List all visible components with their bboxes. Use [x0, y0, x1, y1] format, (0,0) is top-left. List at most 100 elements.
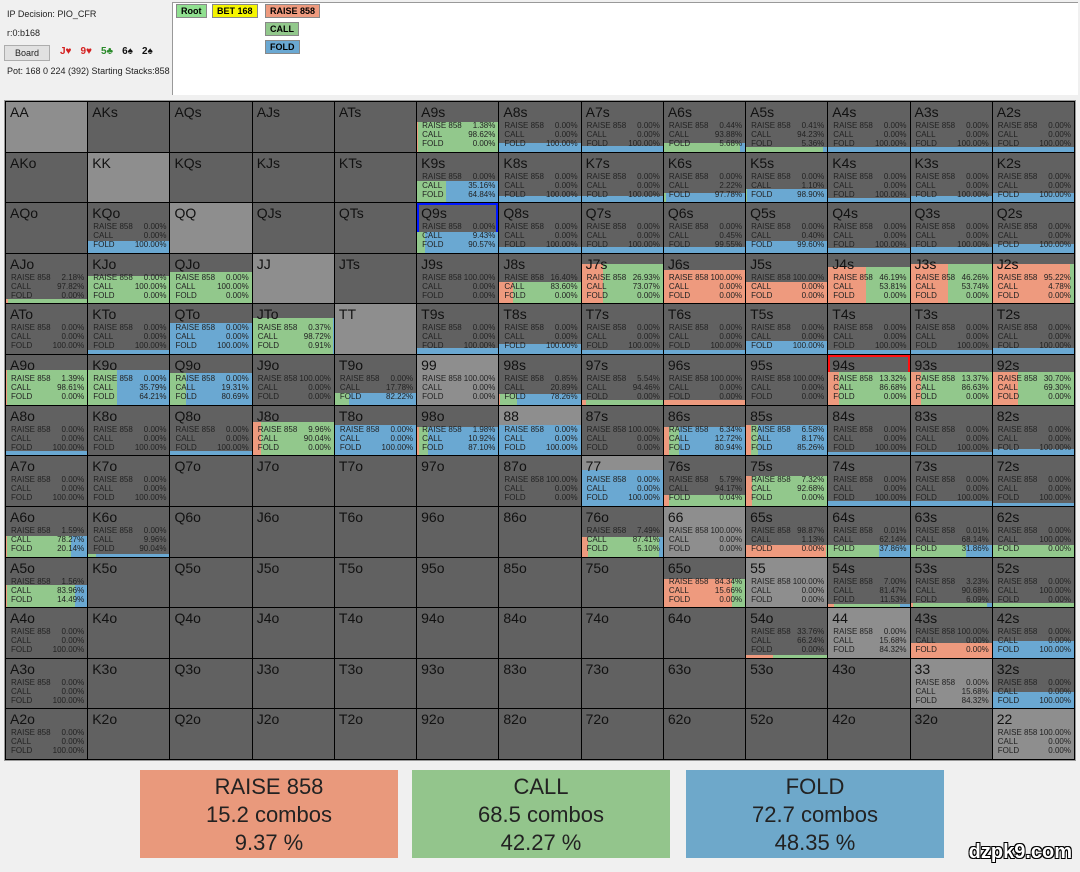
hand-cell[interactable]: T2s RAISE 858 0.00% CALL 0.00% FOLD 100.00% — [992, 304, 1074, 355]
hand-cell[interactable]: Q6o — [170, 506, 252, 557]
hand-cell[interactable]: 32s RAISE 858 0.00% CALL 0.00% FOLD 100.00% — [992, 658, 1074, 709]
hand-cell[interactable]: 99 RAISE 858 100.00% CALL 0.00% FOLD 0.00% — [417, 355, 499, 405]
hand-cell[interactable]: 84o — [499, 608, 581, 658]
hand-cell[interactable]: QQ — [170, 203, 252, 253]
hand-cell[interactable]: T3s RAISE 858 0.00% CALL 0.00% FOLD 100.00% — [910, 304, 992, 355]
hand-cell[interactable]: Q2o — [170, 709, 252, 759]
hand-cell[interactable]: T8o RAISE 858 0.00% CALL 0.00% FOLD 100.00% — [334, 405, 417, 456]
hand-cell[interactable]: QTo RAISE 858 0.00% CALL 0.00% FOLD 100.00% — [170, 304, 252, 355]
hand-cell[interactable]: J6s RAISE 858 100.00% CALL 0.00% FOLD 0.00% — [663, 253, 746, 304]
hand-cell[interactable]: 93s RAISE 858 13.37% CALL 86.63% FOLD 0.00% — [910, 355, 992, 405]
hand-cell[interactable]: K2s RAISE 858 0.00% CALL 0.00% FOLD 100.00% — [992, 152, 1074, 203]
hand-cell[interactable]: A2s RAISE 858 0.00% CALL 0.00% FOLD 100.00% — [992, 102, 1074, 152]
hand-cell[interactable]: JTo RAISE 858 0.37% CALL 98.72% FOLD 0.91% — [252, 304, 334, 355]
hand-cell[interactable]: ATo RAISE 858 0.00% CALL 0.00% FOLD 100.00% — [6, 304, 88, 355]
hand-cell[interactable]: A4o RAISE 858 0.00% CALL 0.00% FOLD 100.00% — [6, 608, 88, 658]
hand-cell[interactable]: 86s RAISE 858 6.34% CALL 12.72% FOLD 80.94% — [663, 405, 746, 456]
hand-cell[interactable]: QJs — [252, 203, 334, 253]
hand-cell[interactable]: 88 RAISE 858 0.00% CALL 0.00% FOLD 100.00% — [499, 405, 581, 456]
hand-cell[interactable]: A7s RAISE 858 0.00% CALL 0.00% FOLD 100.00% — [581, 102, 663, 152]
hand-cell[interactable]: QTs — [334, 203, 417, 253]
hand-cell[interactable]: 82s RAISE 858 0.00% CALL 0.00% FOLD 100.00% — [992, 405, 1074, 456]
hand-cell[interactable]: 64s RAISE 858 0.01% CALL 62.14% FOLD 37.86% — [828, 506, 910, 557]
hand-cell[interactable]: A8o RAISE 858 0.00% CALL 0.00% FOLD 100.00% — [6, 405, 88, 456]
hand-cell[interactable]: J4o — [252, 608, 334, 658]
hand-cell[interactable]: K4s RAISE 858 0.00% CALL 0.00% FOLD 100.00% — [828, 152, 910, 203]
hand-cell[interactable]: KJo RAISE 858 0.00% CALL 100.00% FOLD 0.00% — [88, 253, 170, 304]
hand-cell[interactable]: AJs — [252, 102, 334, 152]
hand-cell[interactable]: 63o — [663, 658, 746, 709]
hand-cell[interactable]: Q2s RAISE 858 0.00% CALL 0.00% FOLD 100.00% — [992, 203, 1074, 253]
hand-cell[interactable]: K9s RAISE 858 0.00% CALL 35.16% FOLD 64.84% — [417, 152, 499, 203]
hand-cell[interactable]: T8s RAISE 858 0.00% CALL 0.00% FOLD 100.00% — [499, 304, 581, 355]
hand-cell[interactable]: 96o — [417, 506, 499, 557]
board-button[interactable]: Board — [4, 45, 50, 61]
hand-cell[interactable]: A5o RAISE 858 1.56% CALL 83.96% FOLD 14.49% — [6, 557, 88, 608]
hand-cell[interactable]: 33 RAISE 858 0.00% CALL 15.68% FOLD 84.32% — [910, 658, 992, 709]
hand-cell[interactable]: K5o — [88, 557, 170, 608]
hand-cell[interactable]: T3o — [334, 658, 417, 709]
tree-node-root[interactable]: Root — [176, 4, 207, 18]
hand-cell[interactable]: T5o — [334, 557, 417, 608]
hand-cell[interactable]: JTs — [334, 253, 417, 304]
hand-cell[interactable]: J5s RAISE 858 100.00% CALL 0.00% FOLD 0.00% — [746, 253, 828, 304]
hand-cell[interactable]: 97s RAISE 858 5.54% CALL 94.46% FOLD 0.00% — [581, 355, 663, 405]
hand-cell[interactable]: 93o — [417, 658, 499, 709]
hand-cell[interactable]: T2o — [334, 709, 417, 759]
hand-cell[interactable]: 63s RAISE 858 0.01% CALL 68.14% FOLD 31.86% — [910, 506, 992, 557]
hand-cell[interactable]: 85o — [499, 557, 581, 608]
hand-cell[interactable]: Q5o — [170, 557, 252, 608]
hand-cell[interactable]: J9o RAISE 858 100.00% CALL 0.00% FOLD 0.00% — [252, 355, 334, 405]
hand-cell[interactable]: KQo RAISE 858 0.00% CALL 0.00% FOLD 100.00% — [88, 203, 170, 253]
tree-node-fold[interactable]: FOLD — [265, 40, 300, 54]
hand-cell[interactable]: J2o — [252, 709, 334, 759]
hand-cell[interactable]: K7o RAISE 858 0.00% CALL 0.00% FOLD 100.00% — [88, 456, 170, 506]
hand-cell[interactable]: 44 RAISE 858 0.00% CALL 15.68% FOLD 84.32% — [828, 608, 910, 658]
hand-cell[interactable]: 22 RAISE 858 100.00% CALL 0.00% FOLD 0.00% — [992, 709, 1074, 759]
hand-cell[interactable]: 62o — [663, 709, 746, 759]
hand-cell[interactable]: 73o — [581, 658, 663, 709]
hand-cell[interactable]: K9o RAISE 858 0.00% CALL 35.79% FOLD 64.21% — [88, 355, 170, 405]
hand-cell[interactable]: A2o RAISE 858 0.00% CALL 0.00% FOLD 100.00% — [6, 709, 88, 759]
hand-cell[interactable]: AQs — [170, 102, 252, 152]
hand-cell[interactable]: 95s RAISE 858 100.00% CALL 0.00% FOLD 0.00% — [746, 355, 828, 405]
hand-cell[interactable]: Q9s RAISE 858 0.00% CALL 9.43% FOLD 90.57% — [417, 203, 499, 253]
hand-cell[interactable]: J6o — [252, 506, 334, 557]
hand-cell[interactable]: Q9o RAISE 858 0.00% CALL 19.31% FOLD 80.69% — [170, 355, 252, 405]
hand-cell[interactable]: 76s RAISE 858 5.79% CALL 94.17% FOLD 0.04% — [663, 456, 746, 506]
hand-cell[interactable]: KTs — [334, 152, 417, 203]
hand-cell[interactable]: 53o — [746, 658, 828, 709]
hand-cell[interactable]: 96s RAISE 858 100.00% CALL 0.00% FOLD 0.00% — [663, 355, 746, 405]
hand-cell[interactable]: J3o — [252, 658, 334, 709]
hand-cell[interactable]: 43o — [828, 658, 910, 709]
hand-cell[interactable]: 74o — [581, 608, 663, 658]
hand-cell[interactable]: 54s RAISE 858 7.00% CALL 81.47% FOLD 11.53% — [828, 557, 910, 608]
hand-cell[interactable]: Q4o — [170, 608, 252, 658]
hand-cell[interactable]: J7s RAISE 858 26.93% CALL 73.07% FOLD 0.00% — [581, 253, 663, 304]
hand-cell[interactable]: T9o RAISE 858 0.00% CALL 17.78% FOLD 82.22% — [334, 355, 417, 405]
hand-cell[interactable]: 76o RAISE 858 7.49% CALL 87.41% FOLD 5.10% — [581, 506, 663, 557]
hand-cell[interactable]: 54o RAISE 858 33.76% CALL 66.24% FOLD 0.00% — [746, 608, 828, 658]
hand-cell[interactable]: QJo RAISE 858 0.00% CALL 100.00% FOLD 0.00% — [170, 253, 252, 304]
hand-cell[interactable]: 32o — [910, 709, 992, 759]
hand-cell[interactable]: T9s RAISE 858 0.00% CALL 0.00% FOLD 100.00% — [417, 304, 499, 355]
hand-cell[interactable]: 92o — [417, 709, 499, 759]
hand-cell[interactable]: 85s RAISE 858 6.58% CALL 8.17% FOLD 85.26% — [746, 405, 828, 456]
hand-cell[interactable]: A4s RAISE 858 0.00% CALL 0.00% FOLD 100.00% — [828, 102, 910, 152]
hand-cell[interactable]: K2o — [88, 709, 170, 759]
hand-cell[interactable]: Q7o — [170, 456, 252, 506]
hand-cell[interactable]: Q8o RAISE 858 0.00% CALL 0.00% FOLD 100.00% — [170, 405, 252, 456]
hand-cell[interactable]: T6s RAISE 858 0.00% CALL 0.00% FOLD 100.00% — [663, 304, 746, 355]
hand-cell[interactable]: K6o RAISE 858 0.00% CALL 9.96% FOLD 90.04% — [88, 506, 170, 557]
hand-cell[interactable]: 42o — [828, 709, 910, 759]
tree-node-raise[interactable]: RAISE 858 — [265, 4, 321, 18]
hand-cell[interactable]: ATs — [334, 102, 417, 152]
hand-cell[interactable]: AJo RAISE 858 2.18% CALL 97.82% FOLD 0.00% — [6, 253, 88, 304]
hand-cell[interactable]: 95o — [417, 557, 499, 608]
hand-cell[interactable]: 55 RAISE 858 100.00% CALL 0.00% FOLD 0.00% — [746, 557, 828, 608]
hand-cell[interactable]: J5o — [252, 557, 334, 608]
hand-cell[interactable]: 87o RAISE 858 100.00% CALL 0.00% FOLD 0.00% — [499, 456, 581, 506]
hand-cell[interactable]: T6o — [334, 506, 417, 557]
hand-cell[interactable]: 72o — [581, 709, 663, 759]
hand-cell[interactable]: J3s RAISE 858 46.26% CALL 53.74% FOLD 0.00% — [910, 253, 992, 304]
